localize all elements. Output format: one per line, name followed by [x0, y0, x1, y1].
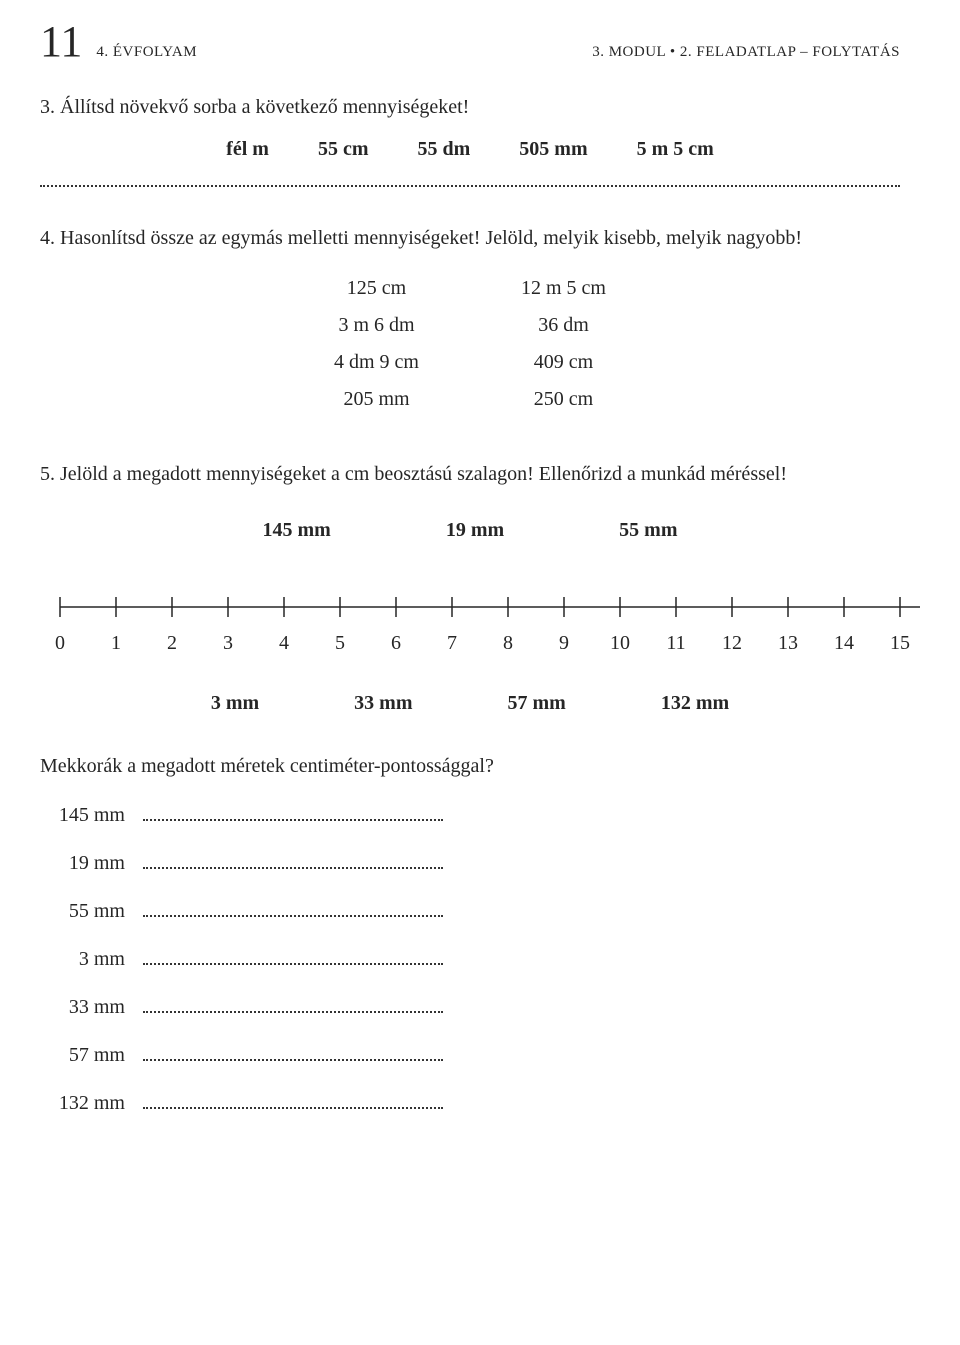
value-label: 3 mm — [211, 692, 259, 715]
svg-text:15: 15 — [890, 632, 910, 654]
svg-text:12: 12 — [722, 632, 742, 654]
svg-text:13: 13 — [778, 632, 798, 654]
value-label: 33 mm — [354, 692, 412, 715]
compare-left: 205 mm — [284, 382, 469, 417]
question-3-text: 3. Állítsd növekvő sorba a következő men… — [40, 92, 900, 122]
ruler-svg: 0123456789101112131415 — [40, 582, 920, 662]
answer-row: 145 mm — [40, 801, 900, 827]
question-4-text: 4. Hasonlítsd össze az egymás melletti m… — [40, 223, 900, 253]
q3-item: 55 cm — [318, 138, 369, 161]
q3-item: fél m — [226, 138, 269, 161]
table-row: 4 dm 9 cm 409 cm — [284, 345, 656, 380]
module-label: 3. MODUL • 2. FELADATLAP – FOLYTATÁS — [592, 44, 900, 61]
answer-row: 132 mm — [40, 1089, 900, 1115]
value-label: 132 mm — [661, 692, 729, 715]
svg-text:8: 8 — [503, 632, 513, 654]
answer-label: 132 mm — [40, 1092, 143, 1115]
answer-row: 3 mm — [40, 945, 900, 971]
q5-followup: Mekkorák a megadott méretek centiméter-p… — [40, 751, 900, 781]
page-header: 11 4. ÉVFOLYAM 3. MODUL • 2. FELADATLAP … — [40, 20, 900, 64]
compare-left: 3 m 6 dm — [284, 308, 469, 343]
compare-left: 4 dm 9 cm — [284, 345, 469, 380]
table-row: 3 m 6 dm 36 dm — [284, 308, 656, 343]
answer-blank[interactable] — [143, 801, 443, 821]
answer-blank[interactable] — [143, 1089, 443, 1109]
svg-text:10: 10 — [610, 632, 630, 654]
compare-right: 36 dm — [471, 308, 656, 343]
ruler: 0123456789101112131415 — [40, 582, 900, 662]
compare-right: 12 m 5 cm — [471, 271, 656, 306]
svg-text:9: 9 — [559, 632, 569, 654]
svg-text:7: 7 — [447, 632, 457, 654]
worksheet-page: 11 4. ÉVFOLYAM 3. MODUL • 2. FELADATLAP … — [0, 0, 960, 1345]
header-left: 11 4. ÉVFOLYAM — [40, 20, 197, 64]
answer-row: 57 mm — [40, 1041, 900, 1067]
table-row: 205 mm 250 cm — [284, 382, 656, 417]
question-5-text: 5. Jelöld a megadott mennyiségeket a cm … — [40, 459, 900, 489]
page-number: 11 — [40, 20, 82, 64]
answer-row: 55 mm — [40, 897, 900, 923]
value-label: 55 mm — [619, 519, 677, 542]
answer-list: 145 mm 19 mm 55 mm 3 mm 33 mm 57 mm 132 … — [40, 801, 900, 1115]
compare-left: 125 cm — [284, 271, 469, 306]
compare-table: 125 cm 12 m 5 cm 3 m 6 dm 36 dm 4 dm 9 c… — [282, 269, 658, 419]
answer-line — [40, 185, 900, 187]
answer-label: 145 mm — [40, 804, 143, 827]
answer-label: 55 mm — [40, 900, 143, 923]
svg-text:11: 11 — [666, 632, 685, 654]
svg-text:0: 0 — [55, 632, 65, 654]
answer-label: 19 mm — [40, 852, 143, 875]
q3-items: fél m 55 cm 55 dm 505 mm 5 m 5 cm — [40, 138, 900, 161]
value-label: 145 mm — [263, 519, 331, 542]
svg-text:14: 14 — [834, 632, 854, 654]
q3-item: 505 mm — [519, 138, 587, 161]
compare-right: 409 cm — [471, 345, 656, 380]
table-row: 125 cm 12 m 5 cm — [284, 271, 656, 306]
answer-label: 33 mm — [40, 996, 143, 1019]
answer-blank[interactable] — [143, 993, 443, 1013]
svg-text:6: 6 — [391, 632, 401, 654]
svg-text:1: 1 — [111, 632, 121, 654]
svg-text:5: 5 — [335, 632, 345, 654]
svg-text:2: 2 — [167, 632, 177, 654]
svg-text:4: 4 — [279, 632, 289, 654]
answer-blank[interactable] — [143, 897, 443, 917]
answer-blank[interactable] — [143, 849, 443, 869]
svg-text:3: 3 — [223, 632, 233, 654]
compare-right: 250 cm — [471, 382, 656, 417]
value-label: 19 mm — [446, 519, 504, 542]
answer-label: 57 mm — [40, 1044, 143, 1067]
answer-blank[interactable] — [143, 945, 443, 965]
q3-item: 5 m 5 cm — [637, 138, 714, 161]
answer-label: 3 mm — [40, 948, 143, 971]
q5-bottom-values: 3 mm 33 mm 57 mm 132 mm — [40, 692, 900, 715]
answer-row: 33 mm — [40, 993, 900, 1019]
q5-top-values: 145 mm 19 mm 55 mm — [40, 519, 900, 542]
answer-blank[interactable] — [143, 1041, 443, 1061]
q3-item: 55 dm — [417, 138, 470, 161]
answer-row: 19 mm — [40, 849, 900, 875]
grade-label: 4. ÉVFOLYAM — [96, 44, 197, 61]
value-label: 57 mm — [508, 692, 566, 715]
